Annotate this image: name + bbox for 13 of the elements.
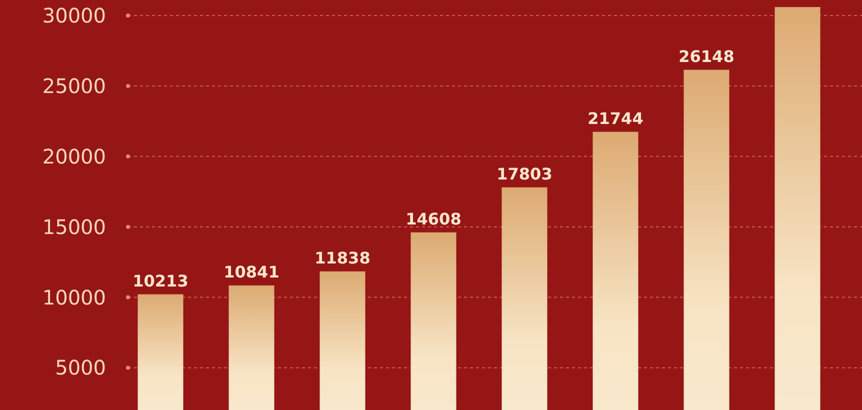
y-tick-label: 5000 [55, 356, 106, 380]
y-tick-label: 20000 [42, 144, 106, 168]
y-tick-label: 10000 [42, 285, 106, 310]
y-tick-label: 15000 [42, 214, 106, 239]
data-label: 10213 [132, 271, 188, 290]
data-label: 14608 [406, 209, 462, 228]
y-tick-label: 25000 [42, 74, 106, 98]
data-label: 10841 [224, 262, 280, 282]
data-label: 26148 [678, 46, 734, 66]
data-label: 17803 [496, 164, 552, 184]
data-label: 21744 [588, 108, 644, 128]
y-tick-label: 30000 [42, 4, 106, 28]
data-label: 11838 [314, 248, 370, 268]
